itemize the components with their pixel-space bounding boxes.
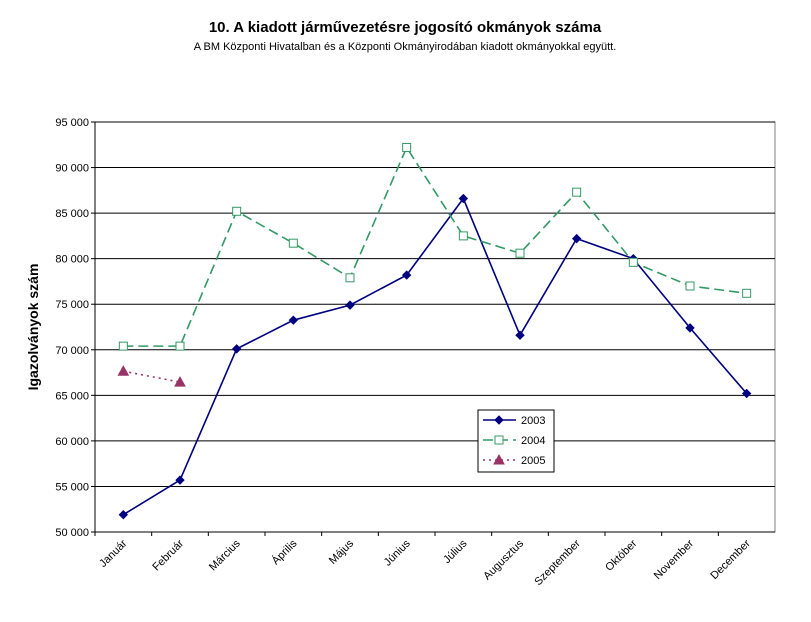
y-tick-label: 60 000 bbox=[55, 436, 89, 448]
y-tick-label: 50 000 bbox=[55, 527, 89, 539]
series-line bbox=[123, 370, 181, 383]
marker bbox=[288, 238, 298, 248]
x-tick-label: Január bbox=[97, 537, 130, 570]
y-axis-label: Igazolványok szám bbox=[25, 264, 41, 391]
y-tick-label: 75 000 bbox=[55, 299, 89, 311]
marker bbox=[117, 365, 130, 376]
y-tick-label: 70 000 bbox=[55, 345, 89, 357]
x-tick-label: November bbox=[652, 537, 697, 582]
x-tick-label: Szeptember bbox=[532, 537, 583, 588]
marker bbox=[458, 193, 469, 204]
marker bbox=[515, 330, 525, 340]
legend-marker bbox=[494, 415, 504, 425]
marker bbox=[118, 509, 129, 520]
legend-marker bbox=[494, 435, 504, 445]
legend-label: 2003 bbox=[521, 415, 545, 427]
marker bbox=[175, 475, 185, 485]
marker bbox=[402, 143, 412, 153]
y-tick-label: 90 000 bbox=[55, 163, 89, 175]
marker bbox=[458, 231, 468, 241]
x-tick-label: Február bbox=[150, 537, 186, 573]
x-tick-label: Június bbox=[382, 537, 413, 568]
marker bbox=[345, 300, 355, 310]
y-tick-label: 65 000 bbox=[55, 390, 89, 402]
x-tick-label: Október bbox=[603, 537, 639, 573]
marker bbox=[232, 206, 242, 216]
series-line bbox=[123, 145, 747, 347]
x-tick-label: Április bbox=[269, 537, 300, 568]
marker bbox=[741, 388, 752, 399]
y-tick-label: 95 000 bbox=[55, 117, 89, 129]
x-tick-label: Augusztus bbox=[481, 537, 526, 582]
y-tick-label: 55 000 bbox=[55, 481, 89, 493]
y-tick-label: 80 000 bbox=[55, 254, 89, 266]
legend-marker bbox=[493, 453, 505, 465]
series-line bbox=[122, 196, 748, 516]
marker bbox=[742, 288, 752, 298]
legend-label: 2005 bbox=[521, 455, 545, 467]
marker bbox=[175, 341, 185, 351]
marker bbox=[515, 248, 525, 258]
x-tick-label: Március bbox=[207, 537, 243, 573]
marker bbox=[174, 376, 186, 387]
marker bbox=[571, 233, 582, 244]
marker bbox=[288, 315, 299, 325]
legend-label: 2004 bbox=[521, 435, 545, 447]
marker bbox=[231, 344, 242, 354]
chart-subtitle: A BM Központi Hivatalban és a Központi O… bbox=[194, 41, 617, 53]
y-tick-label: 85 000 bbox=[55, 208, 89, 220]
plot-area bbox=[94, 121, 776, 533]
marker bbox=[685, 323, 695, 333]
marker bbox=[118, 341, 128, 351]
marker bbox=[572, 187, 582, 197]
x-tick-label: December bbox=[708, 537, 753, 582]
marker bbox=[345, 273, 355, 283]
x-tick-label: Május bbox=[327, 537, 357, 567]
marker bbox=[628, 257, 638, 267]
marker bbox=[401, 270, 412, 280]
x-tick-label: Július bbox=[441, 537, 470, 566]
marker bbox=[685, 281, 695, 291]
chart-title: 10. A kiadott járművezetésre jogosító ok… bbox=[209, 19, 602, 36]
